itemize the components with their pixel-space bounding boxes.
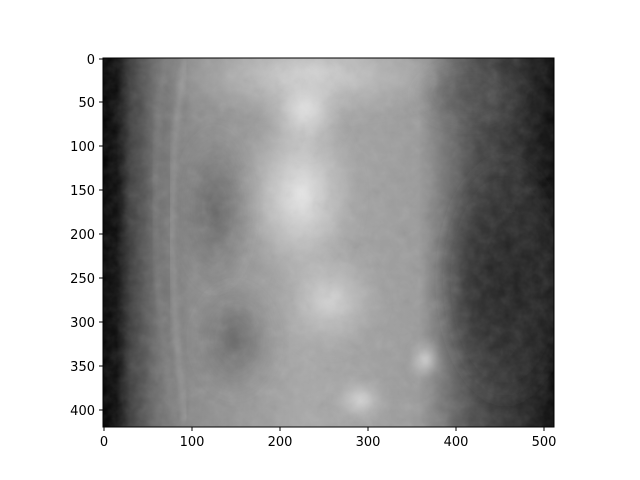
y-tick-label: 200 xyxy=(70,228,95,243)
x-tick-label: 500 xyxy=(532,435,557,450)
y-tick-label: 50 xyxy=(78,96,95,111)
y-tick-label: 400 xyxy=(70,404,95,419)
y-tick-label: 0 xyxy=(87,53,95,68)
x-axis: 0 100 200 300 400 500 xyxy=(100,427,557,450)
y-axis: 0 50 100 150 200 250 300 350 400 xyxy=(70,53,103,419)
xray-image xyxy=(103,58,554,427)
x-tick-label: 300 xyxy=(356,435,381,450)
plot-frame xyxy=(102,57,555,428)
y-tick-label: 350 xyxy=(70,360,95,375)
x-tick-label: 0 xyxy=(100,435,108,450)
x-tick-label: 200 xyxy=(268,435,293,450)
y-tick-label: 250 xyxy=(70,272,95,287)
y-tick-label: 300 xyxy=(70,316,95,331)
x-tick-label: 400 xyxy=(444,435,469,450)
y-tick-label: 150 xyxy=(70,184,95,199)
x-tick-label: 100 xyxy=(180,435,205,450)
y-tick-label: 100 xyxy=(70,140,95,155)
